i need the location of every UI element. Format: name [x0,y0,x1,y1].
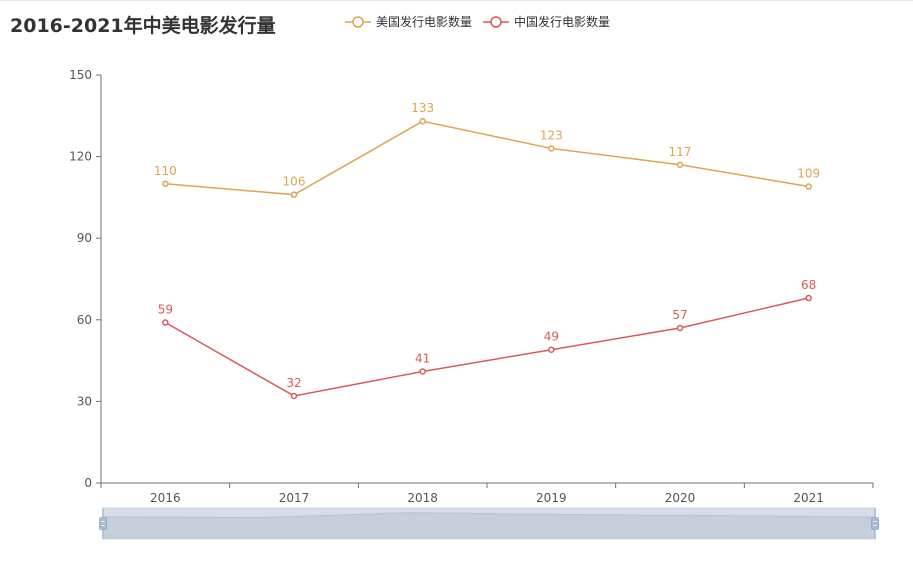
data-point [548,145,555,152]
data-label: 57 [672,308,687,322]
data-point [290,392,298,400]
series-layer: 110 106 133 123 117 109 59 32 41 49 57 68 [154,101,820,400]
x-tick-label: 2018 [407,491,438,505]
legend-item-usa[interactable]: 美国发行电影数量 [345,13,472,30]
series-1: 59 32 41 49 57 68 [158,278,816,400]
legend-marker-china [483,15,510,28]
data-zoom-slider[interactable] [99,507,879,540]
y-tick-label: 30 [77,394,92,408]
data-label: 110 [154,164,177,178]
y-tick-label: 150 [69,68,92,82]
x-tick-label: 2020 [665,491,696,505]
data-point [805,183,812,190]
top-border [0,0,913,1]
data-label: 41 [415,351,430,365]
legend-circle-usa [352,15,364,28]
series-0: 110 106 133 123 117 109 [154,101,820,198]
data-point [676,161,684,169]
data-label: 117 [669,145,692,159]
y-tick-label: 0 [84,476,92,490]
legend-item-china[interactable]: 中国发行电影数量 [483,13,610,30]
legend-circle-china [490,15,502,28]
data-zoom-handle-right[interactable] [871,508,879,539]
data-point [805,294,812,302]
series-line [164,297,809,397]
x-tick-label: 2016 [150,491,181,505]
x-tick-label: 2021 [793,491,824,505]
x-tick-label: 2019 [536,491,567,505]
data-zoom-handle-left[interactable] [99,508,107,539]
data-label: 106 [283,175,306,189]
data-label: 49 [544,330,559,344]
data-point [676,324,684,332]
y-tick-label: 90 [77,231,92,245]
x-tick-label: 2017 [279,491,310,505]
legend-label-china: 中国发行电影数量 [514,15,611,29]
data-label: 123 [540,128,563,142]
data-label: 133 [411,101,434,115]
data-point [419,117,426,125]
chart-title: 2016-2021年中美电影发行量 [10,15,276,37]
y-tick-label: 60 [77,313,92,327]
data-point [290,191,298,198]
data-label: 68 [801,278,816,292]
axis-layer: 0 30 60 90 120 150 2016 2017 2018 2019 2020 2021 [69,68,874,505]
data-label: 59 [158,303,173,317]
legend-marker-usa [345,15,371,28]
data-point [162,180,169,188]
legend: 美国发行电影数量 中国发行电影数量 [345,13,610,30]
data-point [548,346,555,353]
legend-label-usa: 美国发行电影数量 [376,15,473,29]
data-point [162,319,169,326]
data-point [419,368,426,375]
y-tick-label: 120 [69,150,92,164]
series-line [165,120,809,196]
data-label: 109 [797,167,820,181]
data-label: 32 [286,376,301,390]
